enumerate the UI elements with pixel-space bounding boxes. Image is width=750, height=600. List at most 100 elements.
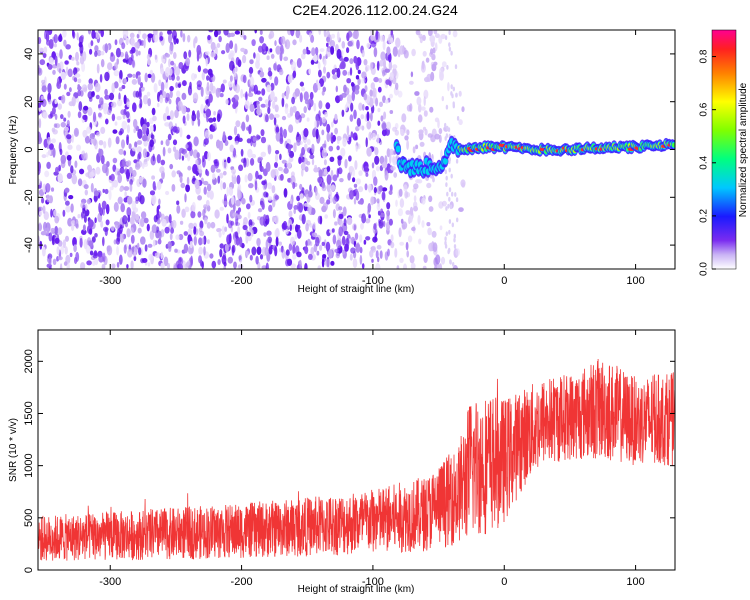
heatmap-cell <box>174 248 178 253</box>
heatmap-cell <box>348 136 352 142</box>
heatmap-cell <box>88 240 94 247</box>
heatmap-cell <box>160 159 166 166</box>
heatmap-cell <box>240 47 246 53</box>
heatmap-cell <box>267 144 272 155</box>
heatmap-cell <box>131 169 137 178</box>
heatmap-cell <box>108 175 112 180</box>
heatmap-cell <box>301 86 306 92</box>
heatmap-cell <box>153 83 158 93</box>
heatmap-cell <box>272 199 276 208</box>
heatmap-cell <box>54 237 60 244</box>
heatmap-cell <box>336 67 341 79</box>
heatmap-cell <box>378 219 384 229</box>
heatmap-cell <box>94 233 98 238</box>
heatmap-cell <box>184 52 188 59</box>
heatmap-cell <box>135 196 140 202</box>
heatmap-cell <box>160 140 164 145</box>
heatmap-cell <box>414 91 420 96</box>
heatmap-cell <box>205 108 211 118</box>
heatmap-cell <box>46 194 51 203</box>
heatmap-cell <box>197 211 202 218</box>
heatmap-cell <box>306 238 311 246</box>
heatmap-cell <box>135 49 139 57</box>
heatmap-cell <box>269 48 273 53</box>
heatmap-cell <box>183 243 189 254</box>
heatmap-cell <box>80 34 84 41</box>
heatmap-cell <box>252 136 257 142</box>
heatmap-cell <box>365 137 368 148</box>
heatmap-cell <box>310 247 315 256</box>
heatmap-cell <box>98 202 101 213</box>
heatmap-cell <box>319 53 322 60</box>
heatmap-cell <box>198 169 203 174</box>
heatmap-cell <box>255 170 259 180</box>
heatmap-cell <box>100 51 105 56</box>
heatmap-cell <box>149 69 154 75</box>
heatmap-cell <box>460 179 466 188</box>
heatmap-cell <box>149 139 154 148</box>
heatmap-cell <box>268 204 273 212</box>
heatmap-cell <box>336 135 342 141</box>
heatmap-cell <box>109 186 114 191</box>
heatmap-cell <box>272 100 276 110</box>
heatmap-cell <box>331 121 334 128</box>
heatmap-cell <box>149 230 155 240</box>
heatmap-cell <box>429 35 436 43</box>
heatmap-cell <box>60 71 66 80</box>
heatmap-cell <box>240 88 244 99</box>
heatmap-cell <box>338 213 344 219</box>
heatmap-cell <box>165 53 171 58</box>
heatmap-cell <box>257 156 264 161</box>
heatmap-cell <box>238 164 244 172</box>
heatmap-cell <box>329 194 333 204</box>
heatmap-cell <box>336 145 340 151</box>
heatmap-cell <box>94 217 97 224</box>
heatmap-cell <box>164 122 170 127</box>
y-tick-label: 500 <box>23 509 35 527</box>
heatmap-cell <box>395 145 401 153</box>
heatmap-cell <box>395 199 398 207</box>
heatmap-cell <box>274 215 279 225</box>
heatmap-cell <box>373 223 377 230</box>
heatmap-cell <box>168 58 171 68</box>
heatmap-cell <box>82 129 88 138</box>
heatmap-cell <box>116 231 121 242</box>
heatmap-cell <box>270 90 275 101</box>
heatmap-cell <box>185 57 191 67</box>
heatmap-cell <box>104 227 108 237</box>
heatmap-cell <box>224 243 229 253</box>
heatmap-cell <box>437 119 440 129</box>
heatmap-cell <box>321 129 325 136</box>
heatmap-cell <box>131 146 137 152</box>
heatmap-cell <box>455 197 459 203</box>
heatmap-cell <box>312 222 316 230</box>
heatmap-cell <box>452 101 455 107</box>
heatmap-cell <box>334 113 338 121</box>
heatmap-cell <box>243 157 247 168</box>
heatmap-cell <box>285 249 290 256</box>
heatmap-cell <box>43 211 49 221</box>
heatmap-cell <box>38 37 42 45</box>
heatmap-cell <box>326 199 331 205</box>
heatmap-cell <box>67 144 73 150</box>
heatmap-cell <box>143 140 148 147</box>
heatmap-cell <box>53 209 57 217</box>
heatmap-cell <box>219 172 224 179</box>
heatmap-cell <box>299 259 302 269</box>
heatmap-cell <box>195 159 199 166</box>
heatmap-cell <box>304 166 309 173</box>
heatmap-cell <box>174 109 179 119</box>
heatmap-cell <box>365 236 371 241</box>
heatmap-cell <box>143 161 149 167</box>
heatmap-cell <box>156 218 161 225</box>
heatmap-cell <box>310 59 315 65</box>
heatmap-cell <box>250 158 255 166</box>
heatmap-cell <box>60 154 67 164</box>
heatmap-cell <box>206 151 211 162</box>
heatmap-cell <box>182 33 186 43</box>
heatmap-cell <box>112 164 117 172</box>
heatmap-cell <box>38 102 42 108</box>
heatmap-cell <box>225 42 230 54</box>
heatmap-cell <box>377 186 382 195</box>
heatmap-cell <box>299 183 303 190</box>
